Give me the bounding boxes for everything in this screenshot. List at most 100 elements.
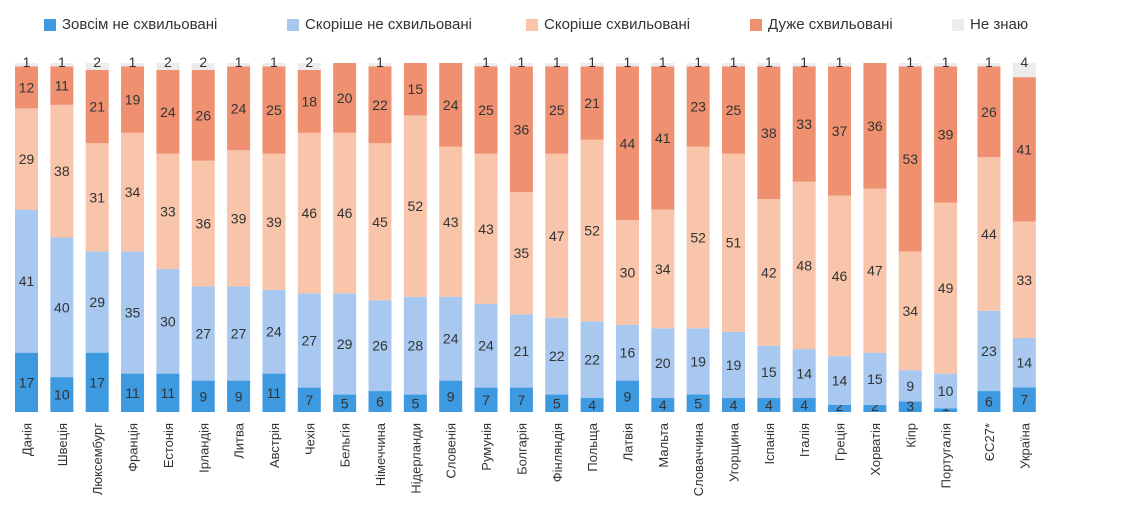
data-label: 39 bbox=[938, 127, 954, 143]
bar-segment-s4 bbox=[121, 63, 145, 67]
data-label: 23 bbox=[981, 343, 997, 359]
data-label: 1 bbox=[730, 54, 738, 70]
data-label: 44 bbox=[981, 226, 997, 242]
bar-segment-s3 bbox=[368, 66, 392, 144]
legend-swatch bbox=[44, 18, 56, 31]
data-label: 12 bbox=[19, 79, 35, 95]
data-label: 24 bbox=[231, 100, 247, 116]
bar-segment-s3 bbox=[509, 66, 533, 193]
bar-segment-s1 bbox=[15, 209, 38, 353]
legend-label: Не знаю bbox=[970, 16, 1029, 33]
bar-segment-s0 bbox=[898, 401, 922, 412]
bar-segment-s4 bbox=[227, 63, 251, 67]
bar-segment-s2 bbox=[898, 251, 922, 371]
bar-segment-s4 bbox=[509, 63, 533, 67]
data-label: 6 bbox=[376, 394, 384, 410]
bar-segment-s4 bbox=[898, 63, 922, 67]
data-label: 27 bbox=[195, 325, 211, 341]
data-label: 17 bbox=[89, 374, 105, 390]
data-label: 17 bbox=[19, 374, 35, 390]
category-label-1: Швеція bbox=[55, 423, 70, 466]
data-label: 9 bbox=[447, 388, 455, 404]
category-label-5: Ірландія bbox=[196, 423, 211, 473]
bar-segment-s2 bbox=[191, 160, 215, 287]
bar-segment-s2 bbox=[403, 115, 427, 297]
bar-segment-s2 bbox=[227, 150, 251, 287]
data-label: 19 bbox=[690, 353, 706, 369]
category-label-23: Греція bbox=[833, 423, 848, 461]
bar-segment-s1 bbox=[1012, 337, 1036, 388]
bar-segment-s4 bbox=[977, 63, 1001, 67]
data-label: 34 bbox=[655, 261, 671, 277]
data-label: 4 bbox=[588, 397, 596, 413]
data-label: 20 bbox=[655, 355, 671, 371]
bar-segment-s4 bbox=[545, 63, 569, 67]
category-label-16: Польща bbox=[585, 422, 600, 471]
data-label: 35 bbox=[125, 305, 141, 321]
bar-group-28: 7 14 33 41 4 bbox=[1012, 54, 1036, 412]
bar-group-14: 7 21 35 36 1 bbox=[509, 54, 533, 412]
data-label: 21 bbox=[584, 95, 600, 111]
bar-segment-s4 bbox=[757, 63, 781, 67]
data-label: 21 bbox=[514, 343, 530, 359]
data-label: 25 bbox=[266, 102, 282, 118]
bar-segment-s2 bbox=[1012, 221, 1036, 338]
category-label-6: Литва bbox=[232, 422, 247, 459]
bar-group-13: 7 24 43 25 1 bbox=[474, 54, 498, 412]
bar-segment-s4 bbox=[156, 63, 180, 70]
data-label: 46 bbox=[302, 205, 318, 221]
data-label: 25 bbox=[478, 102, 494, 118]
bar-group-16: 4 22 52 21 1 bbox=[580, 54, 604, 413]
bar-segment-s4 bbox=[85, 63, 109, 70]
bar-segment-s3 bbox=[977, 66, 1001, 158]
bar-segment-s2 bbox=[15, 108, 38, 210]
bar-segment-s0 bbox=[1012, 387, 1036, 412]
category-label-2: Люксембург bbox=[90, 423, 105, 495]
bar-segment-s2 bbox=[977, 157, 1001, 311]
data-label: 1 bbox=[23, 54, 31, 70]
bar-group-27: 6 23 44 26 1 bbox=[977, 54, 1001, 412]
category-label-27: ЄС27* bbox=[982, 423, 997, 461]
bar-segment-s1 bbox=[368, 300, 392, 392]
category-label-26: Португалія bbox=[939, 423, 954, 488]
bar-segment-s2 bbox=[792, 181, 816, 350]
bar-segment-s1 bbox=[333, 293, 357, 395]
data-label: 4 bbox=[730, 397, 738, 413]
data-label: 15 bbox=[408, 81, 424, 97]
bar-segment-s1 bbox=[227, 286, 251, 381]
data-label: 10 bbox=[54, 387, 70, 403]
data-label: 1 bbox=[836, 54, 844, 70]
data-label: 24 bbox=[443, 331, 459, 347]
data-label: 11 bbox=[125, 385, 140, 401]
data-label: 41 bbox=[19, 273, 35, 289]
bar-group-22: 4 14 48 33 1 bbox=[792, 54, 816, 413]
data-label: 53 bbox=[902, 151, 918, 167]
data-label: 39 bbox=[231, 210, 247, 226]
bar-segment-s3 bbox=[191, 69, 215, 161]
bar-segment-s0 bbox=[934, 408, 958, 412]
bar-segment-s4 bbox=[686, 63, 710, 67]
data-label: 34 bbox=[902, 303, 918, 319]
data-label: 47 bbox=[867, 263, 883, 279]
legend-item-dont-know: Не знаю bbox=[952, 16, 1028, 33]
category-label-10: Німеччина bbox=[373, 422, 388, 486]
data-label: 1 bbox=[694, 54, 702, 70]
data-label: 4 bbox=[659, 397, 667, 413]
data-label: 9 bbox=[624, 388, 632, 404]
data-label: 2 bbox=[871, 398, 879, 414]
category-label-11: Нідерланди bbox=[408, 423, 423, 494]
bar-group-4: 11 30 33 24 2 bbox=[156, 54, 180, 412]
data-label: 29 bbox=[19, 151, 35, 167]
data-label: 29 bbox=[337, 336, 353, 352]
bar-segment-s1 bbox=[439, 296, 463, 381]
bar-group-9: 5 29 46 20 bbox=[333, 63, 357, 412]
data-label: 1 bbox=[376, 54, 384, 70]
bar-segment-s0 bbox=[792, 398, 816, 412]
category-label-14: Болгарія bbox=[514, 423, 529, 475]
bar-group-20: 4 19 51 25 1 bbox=[722, 54, 745, 413]
bar-segment-s3 bbox=[121, 66, 145, 133]
bar-group-6: 9 27 39 24 1 bbox=[227, 54, 251, 412]
legend-item-rather-worried: Скоріше схвильовані bbox=[526, 16, 690, 33]
data-label: 20 bbox=[337, 90, 353, 106]
